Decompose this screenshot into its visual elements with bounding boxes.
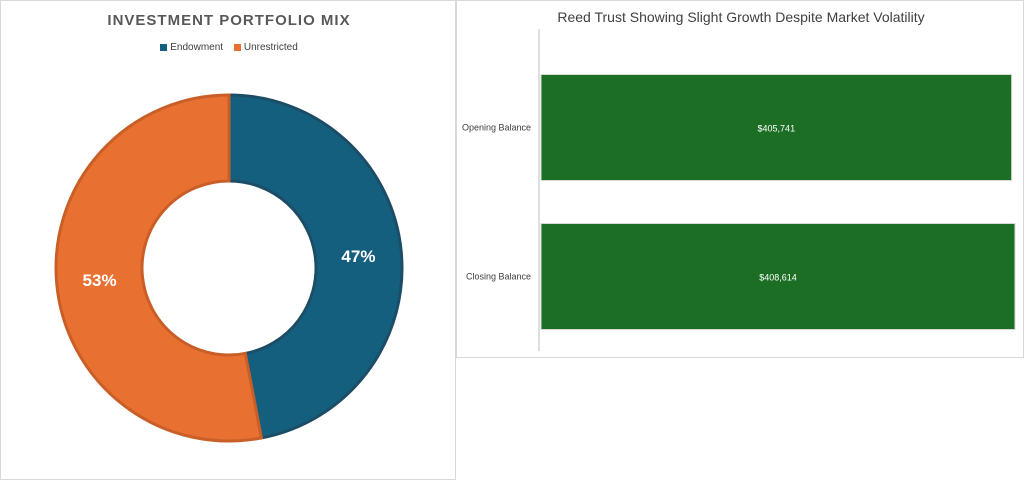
bar-closing-balance	[540, 223, 1016, 330]
portfolio-mix-chart: INVESTMENT PORTFOLIO MIX Endowment Unres…	[0, 0, 456, 480]
balance-bar-chart: Reed Trust Showing Slight Growth Despite…	[456, 0, 1024, 358]
legend-item-unrestricted: Unrestricted	[233, 42, 298, 53]
legend-swatch-endowment	[160, 44, 168, 51]
category-tick-label-closing-balance: Closing Balance	[466, 272, 531, 282]
category-tick-label-opening-balance: Opening Balance	[462, 123, 531, 133]
bar-opening-balance	[540, 74, 1013, 181]
donut-label-endowment: 47%	[341, 247, 375, 266]
donut-slice-unrestricted	[54, 93, 264, 443]
donut-plot: 47% 53%	[54, 93, 404, 443]
bar-value-label-closing-balance: $408,614	[759, 273, 797, 283]
donut-chart-title: INVESTMENT PORTFOLIO MIX	[107, 12, 351, 29]
bar-chart-title: Reed Trust Showing Slight Growth Despite…	[557, 9, 925, 25]
donut-slice-endowment	[227, 93, 404, 440]
donut-label-unrestricted: 53%	[83, 271, 117, 290]
legend-label-unrestricted: Unrestricted	[243, 42, 298, 53]
legend-label-endowment: Endowment	[170, 42, 224, 53]
bar-value-label-opening-balance: $405,741	[758, 124, 796, 134]
donut-legend: Endowment Unrestricted	[1, 42, 457, 54]
legend-swatch-unrestricted	[233, 44, 241, 51]
legend-item-endowment: Endowment	[160, 42, 223, 53]
bar-plot: $405,741 Opening Balance $408,614 Closing B…	[462, 29, 1016, 351]
